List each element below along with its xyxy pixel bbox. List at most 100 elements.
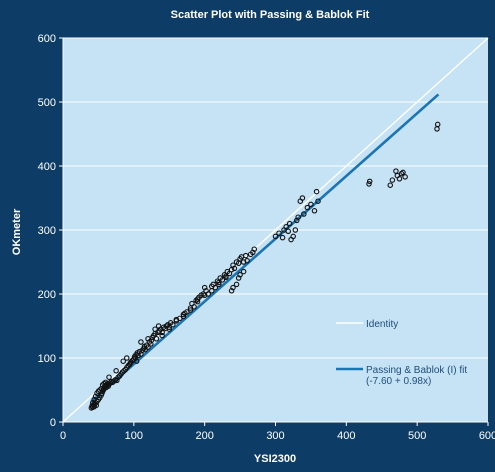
data-point (160, 324, 167, 331)
data-point (292, 227, 299, 233)
legend-label: Identity (366, 319, 398, 330)
data-point (243, 252, 249, 259)
data-point (311, 208, 318, 214)
data-point (94, 390, 100, 396)
data-point (114, 377, 120, 384)
data-point (113, 368, 119, 374)
y-tick-label: 300 (38, 225, 56, 237)
x-tick-label: 400 (337, 430, 355, 442)
data-point (299, 195, 306, 201)
data-point (304, 204, 311, 211)
data-point (290, 233, 296, 240)
data-point (250, 249, 256, 256)
data-point (187, 307, 194, 313)
data-point (92, 393, 99, 400)
data-point (212, 284, 219, 291)
data-point (223, 274, 229, 281)
data-point (124, 355, 130, 361)
y-tick-label: 100 (38, 353, 56, 365)
x-tick-label: 600 (479, 430, 495, 442)
data-point (214, 278, 221, 284)
data-point (219, 277, 226, 283)
data-point (313, 188, 320, 195)
data-point (233, 281, 240, 288)
data-point (201, 292, 208, 299)
x-axis-title: YSI2300 (254, 453, 296, 465)
data-point (138, 339, 144, 345)
data-point (315, 198, 321, 204)
data-point (106, 374, 112, 380)
legend-sublabel: (-7.60 + 0.98x) (366, 376, 431, 387)
data-point (230, 262, 236, 268)
data-point (145, 344, 151, 350)
data-point (308, 201, 314, 208)
data-point (194, 296, 201, 302)
data-point (402, 174, 408, 180)
data-point (216, 281, 222, 288)
data-point (396, 176, 403, 182)
data-point (244, 257, 250, 264)
data-point (193, 297, 199, 304)
legend: Identity Passing & Bablok (I) fit(-7.60 +… (336, 319, 467, 387)
data-point (237, 272, 243, 278)
data-point (295, 214, 301, 220)
data-point (159, 329, 165, 336)
data-point (91, 396, 97, 403)
data-point (101, 380, 107, 387)
y-tick-label: 200 (38, 289, 56, 301)
data-point (170, 321, 176, 328)
data-point (163, 323, 170, 329)
x-tick-label: 100 (125, 430, 143, 442)
x-tick-label: 300 (266, 430, 284, 442)
data-point (235, 275, 242, 281)
data-point (173, 318, 180, 324)
data-point (240, 268, 247, 275)
data-point (191, 304, 197, 310)
legend-label: Passing & Bablok (I) fit (366, 365, 467, 376)
data-point (231, 265, 238, 272)
data-point (301, 211, 307, 217)
data-point (251, 246, 258, 252)
y-tick-label: 400 (38, 161, 56, 173)
data-point (133, 358, 140, 364)
data-point (398, 170, 405, 177)
data-point (279, 234, 286, 241)
data-point (200, 291, 207, 297)
identity-line (62, 37, 489, 423)
data-point (389, 177, 396, 183)
data-point (121, 368, 127, 374)
passing-bablok-fit-line (90, 93, 440, 403)
chart-title: Scatter Plot with Passing & Bablok Fit (171, 9, 370, 21)
data-point (201, 284, 208, 291)
data-point (400, 169, 406, 176)
data-point (180, 313, 187, 320)
data-point (153, 336, 160, 342)
fit-lines (62, 37, 489, 423)
data-point (92, 400, 99, 406)
data-point (228, 288, 235, 294)
data-point (111, 378, 117, 384)
data-point (145, 336, 151, 342)
data-point (90, 400, 96, 406)
data-point (159, 332, 165, 339)
x-tick-label: 0 (60, 430, 66, 442)
y-tick-label: 600 (38, 33, 56, 45)
data-points (88, 121, 441, 411)
data-point (152, 326, 158, 332)
data-point (180, 311, 187, 318)
data-point (97, 387, 103, 393)
data-point (209, 288, 215, 294)
data-point (366, 178, 373, 185)
data-point (230, 284, 236, 291)
data-point (366, 181, 372, 187)
y-tick-label: 0 (50, 417, 56, 429)
data-point (387, 182, 393, 188)
x-tick-label: 200 (195, 430, 213, 442)
data-point (276, 230, 282, 236)
data-point (115, 374, 122, 380)
x-tick-label: 500 (408, 430, 426, 442)
data-point (286, 220, 293, 227)
axes: 0 100 200 300 400 500 600 0 100 200 300 400 500 600 (38, 33, 495, 442)
